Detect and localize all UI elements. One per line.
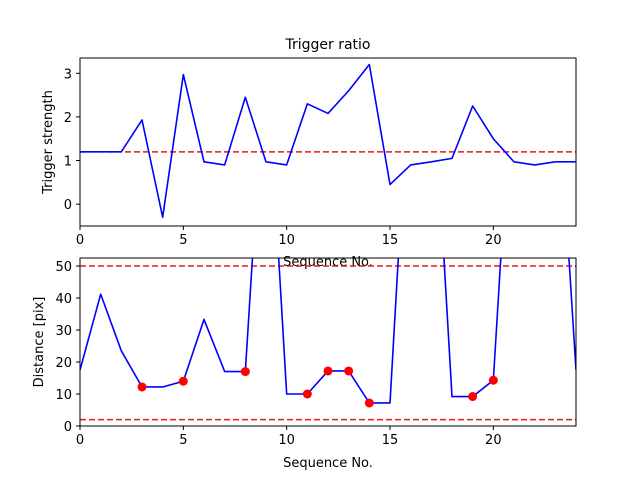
y-tick-label: 0 <box>64 198 72 213</box>
x-tick-label: 20 <box>485 433 502 448</box>
x-tick-label: 0 <box>76 433 84 448</box>
y-axis-ticks: 0 10 20 30 40 50 <box>55 260 80 435</box>
plot-frame <box>79 257 577 427</box>
x-tick-label: 10 <box>278 433 295 448</box>
data-point-marker <box>323 366 333 376</box>
series-line <box>80 63 576 219</box>
x-axis-ticks: 0 5 10 15 20 <box>76 426 502 448</box>
x-tick-label: 20 <box>485 233 502 248</box>
plot-frame <box>79 57 577 227</box>
y-tick-label: 20 <box>55 356 72 371</box>
data-point-marker <box>488 375 498 385</box>
x-tick-label: 15 <box>382 233 399 248</box>
y-tick-label: 50 <box>55 260 72 275</box>
x-tick-label: 0 <box>76 233 84 248</box>
y-tick-label: 1 <box>64 155 72 170</box>
y-tick-label: 10 <box>55 388 72 403</box>
plot-area <box>80 63 576 219</box>
y-tick-label: 30 <box>55 324 72 339</box>
data-point-marker <box>302 389 312 399</box>
distance-chart: 0 5 10 15 20 0 10 20 30 40 50 Sequence No. Distan… <box>32 257 577 471</box>
x-tick-label: 15 <box>382 433 399 448</box>
data-point-marker <box>178 376 188 386</box>
data-point-marker <box>240 367 250 377</box>
x-tick-label: 10 <box>278 233 295 248</box>
x-axis-label: Sequence No. <box>283 255 373 270</box>
x-tick-label: 5 <box>179 233 187 248</box>
data-point-marker <box>364 398 374 408</box>
chart-title: Trigger ratio <box>284 37 370 53</box>
y-tick-label: 3 <box>64 67 72 82</box>
x-axis-ticks: 0 5 10 15 20 <box>76 226 502 248</box>
y-tick-label: 2 <box>64 111 72 126</box>
y-axis-label: Trigger strength <box>41 90 56 195</box>
y-axis-label: Distance [pix] <box>32 297 47 388</box>
trigger-ratio-chart: Trigger ratio 0 5 10 15 20 0 1 2 3 Sequence No.… <box>41 37 577 270</box>
data-point-marker <box>344 366 354 376</box>
data-point-marker <box>468 392 478 402</box>
data-point-marker <box>137 382 147 392</box>
series-line <box>80 258 576 404</box>
y-axis-ticks: 0 1 2 3 <box>64 67 80 213</box>
plot-area <box>80 258 576 421</box>
x-tick-label: 5 <box>179 433 187 448</box>
y-tick-label: 40 <box>55 292 72 307</box>
x-axis-label: Sequence No. <box>283 456 373 471</box>
y-tick-label: 0 <box>64 420 72 435</box>
